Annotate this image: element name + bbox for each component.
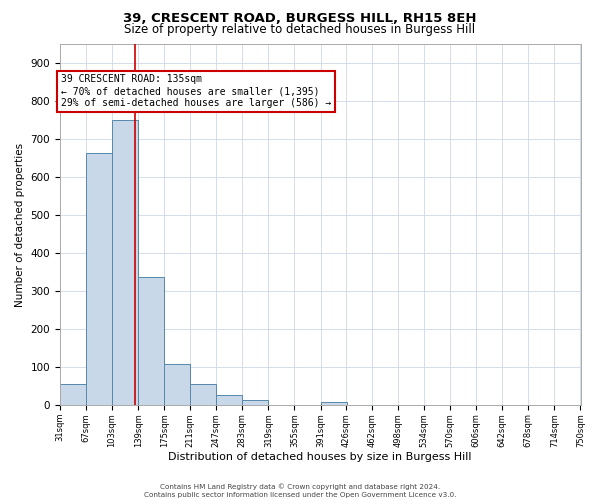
Bar — [60, 384, 86, 406]
Bar — [242, 400, 268, 406]
Text: Contains public sector information licensed under the Open Government Licence v3: Contains public sector information licen… — [144, 492, 456, 498]
Bar — [216, 396, 242, 406]
Bar — [138, 277, 164, 406]
Bar — [320, 402, 347, 406]
Text: 39 CRESCENT ROAD: 135sqm
← 70% of detached houses are smaller (1,395)
29% of sem: 39 CRESCENT ROAD: 135sqm ← 70% of detach… — [61, 74, 331, 108]
Text: Size of property relative to detached houses in Burgess Hill: Size of property relative to detached ho… — [124, 22, 476, 36]
Bar — [164, 364, 190, 406]
X-axis label: Distribution of detached houses by size in Burgess Hill: Distribution of detached houses by size … — [169, 452, 472, 462]
Bar — [86, 153, 112, 406]
Text: 39, CRESCENT ROAD, BURGESS HILL, RH15 8EH: 39, CRESCENT ROAD, BURGESS HILL, RH15 8E… — [123, 12, 477, 26]
Y-axis label: Number of detached properties: Number of detached properties — [15, 142, 25, 306]
Text: Contains HM Land Registry data © Crown copyright and database right 2024.: Contains HM Land Registry data © Crown c… — [160, 484, 440, 490]
Bar — [190, 384, 216, 406]
Bar — [112, 120, 138, 406]
